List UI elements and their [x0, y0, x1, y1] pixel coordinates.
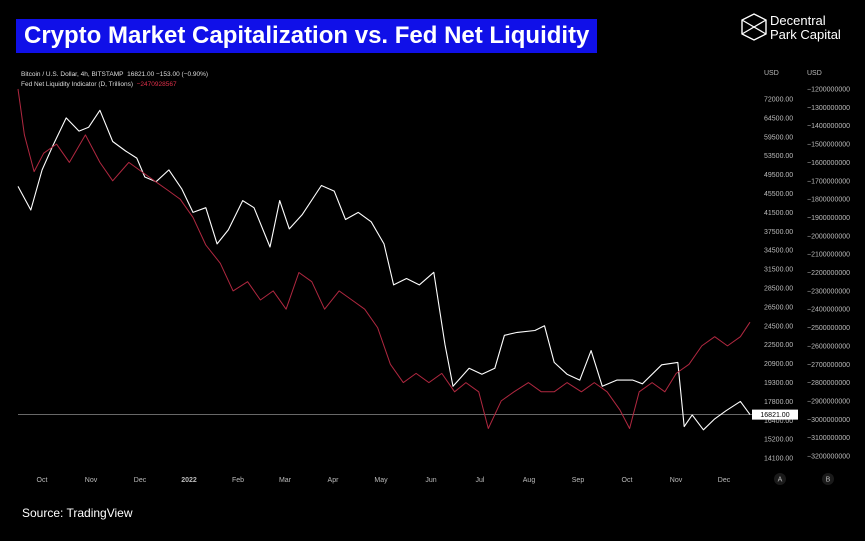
left-tick-label: 64500.00	[764, 115, 793, 122]
right-axis-unit: USD	[807, 70, 822, 77]
x-tick-label: Apr	[328, 477, 340, 484]
axis-button-bg	[774, 473, 786, 485]
x-tick-label: Jun	[425, 477, 436, 484]
brand-line-2: Park Capital	[770, 27, 841, 42]
current-price-tag-bg	[752, 409, 798, 420]
x-tick-label: May	[374, 477, 388, 484]
right-tick-label: −1900000000	[807, 215, 850, 222]
x-tick-label: Sep	[572, 477, 585, 484]
right-tick-label: −3100000000	[807, 435, 850, 442]
x-tick-label: Dec	[134, 477, 147, 484]
right-tick-label: −2000000000	[807, 233, 850, 240]
right-tick-label: −2300000000	[807, 288, 850, 295]
fed-liquidity-line	[17, 88, 751, 429]
left-tick-label: 49500.00	[764, 172, 793, 179]
left-tick-label: 28500.00	[764, 286, 793, 293]
right-tick-label: −2800000000	[807, 380, 850, 387]
left-axis: USD 72000.00 64500.00 59500.00 53500.00 49500…	[752, 70, 798, 463]
left-tick-label: 37500.00	[764, 229, 793, 236]
chart-legend: Bitcoin / U.S. Dollar, 4h, BITSTAMP 1682…	[21, 70, 208, 90]
right-tick-label: −1800000000	[807, 197, 850, 204]
right-tick-label: −2100000000	[807, 252, 850, 259]
right-tick-label: −1600000000	[807, 160, 850, 167]
right-tick-label: −3200000000	[807, 454, 850, 461]
left-tick-label: 59500.00	[764, 134, 793, 141]
left-tick-label: 22500.00	[764, 342, 793, 349]
x-tick-label: Jul	[476, 477, 485, 484]
x-tick-label: Dec	[718, 477, 731, 484]
cube-logo-icon	[741, 13, 767, 41]
axis-button-a[interactable]: A	[774, 473, 786, 485]
right-tick-label: −1400000000	[807, 123, 850, 130]
right-tick-label: −3000000000	[807, 417, 850, 424]
x-axis: Oct Nov Dec 2022 Feb Mar Apr May Jun Jul Aug Sep Oct…	[37, 473, 834, 485]
x-tick-label: Nov	[85, 477, 98, 484]
left-tick-label: 24500.00	[764, 323, 793, 330]
right-tick-label: −1300000000	[807, 105, 850, 112]
right-axis: USD −1200000000 −1300000000 −1400000000 −150…	[807, 70, 850, 461]
right-tick-label: −2500000000	[807, 325, 850, 332]
left-tick-label: 31500.00	[764, 267, 793, 274]
current-price-tag-label: 16821.00	[760, 412, 789, 419]
right-tick-label: −1500000000	[807, 142, 850, 149]
axis-button-label: A	[778, 477, 783, 484]
axis-button-b[interactable]: B	[822, 473, 834, 485]
x-tick-label: Oct	[622, 477, 633, 484]
left-tick-label: 16400.00	[764, 418, 793, 425]
right-tick-label: −2400000000	[807, 307, 850, 314]
x-tick-label: Mar	[279, 477, 292, 484]
axis-button-label: B	[826, 477, 831, 484]
left-tick-label: 15200.00	[764, 437, 793, 444]
x-tick-label: Oct	[37, 477, 48, 484]
legend-fed: Fed Net Liquidity Indicator (D, Trillion…	[21, 80, 208, 90]
right-tick-label: −1200000000	[807, 87, 850, 94]
brand-line-1: Decentral	[770, 13, 826, 28]
axis-button-bg	[822, 473, 834, 485]
left-tick-label: 17800.00	[764, 399, 793, 406]
left-tick-label: 45500.00	[764, 191, 793, 198]
right-tick-label: −2200000000	[807, 270, 850, 277]
plot-area	[17, 88, 752, 431]
chart-title-banner: Crypto Market Capitalization vs. Fed Net…	[16, 19, 598, 53]
x-tick-label: Aug	[523, 477, 536, 484]
legend-btc-label: Bitcoin / U.S. Dollar, 4h, BITSTAMP	[21, 71, 124, 78]
left-axis-unit: USD	[764, 70, 779, 77]
brand-name: Decentral Park Capital	[770, 14, 841, 42]
x-tick-label: Nov	[670, 477, 683, 484]
x-tick-label: 2022	[181, 477, 197, 484]
legend-btc: Bitcoin / U.S. Dollar, 4h, BITSTAMP 1682…	[21, 70, 208, 80]
left-tick-label: 41500.00	[764, 210, 793, 217]
right-tick-label: −2900000000	[807, 398, 850, 405]
left-tick-label: 34500.00	[764, 248, 793, 255]
left-tick-label: 20900.00	[764, 361, 793, 368]
legend-fed-value: −2470928567	[136, 81, 177, 88]
left-tick-label: 72000.00	[764, 97, 793, 104]
legend-fed-label: Fed Net Liquidity Indicator (D, Trillion…	[21, 81, 133, 88]
left-tick-label: 14100.00	[764, 456, 793, 463]
left-tick-label: 19300.00	[764, 380, 793, 387]
legend-btc-values: 16821.00 −153.00 (−0.90%)	[127, 71, 209, 78]
chart-title: Crypto Market Capitalization vs. Fed Net…	[24, 22, 590, 49]
x-tick-label: Feb	[232, 477, 244, 484]
btc-price-line	[17, 109, 751, 431]
source-note: Source: TradingView	[22, 506, 133, 520]
right-tick-label: −2600000000	[807, 343, 850, 350]
current-price-tag: 16821.00	[752, 409, 798, 420]
right-tick-label: −2700000000	[807, 362, 850, 369]
right-tick-label: −1700000000	[807, 178, 850, 185]
left-tick-label: 26500.00	[764, 304, 793, 311]
left-tick-label: 53500.00	[764, 153, 793, 160]
